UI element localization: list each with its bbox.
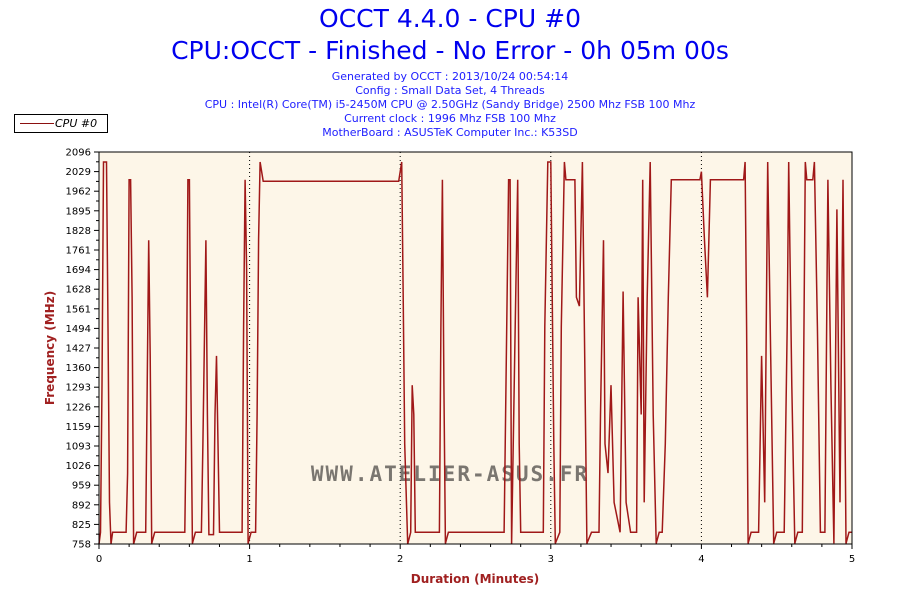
info-clock: Current clock : 1996 Mhz FSB 100 Mhz <box>344 112 556 125</box>
info-generated: Generated by OCCT : 2013/10/24 00:54:14 <box>331 70 569 83</box>
x-tick-label: 0 <box>96 554 102 565</box>
y-tick-label: 1026 <box>66 461 91 472</box>
legend-line-swatch <box>20 123 54 124</box>
y-tick-label: 1694 <box>66 265 91 276</box>
y-tick-label: 1427 <box>66 344 91 355</box>
x-tick-label: 5 <box>849 554 855 565</box>
y-tick-label: 1761 <box>66 246 91 257</box>
watermark: WWW.ATELIER-ASUS.FR <box>311 462 589 486</box>
y-tick-label: 1360 <box>66 363 91 374</box>
x-tick-label: 2 <box>397 554 403 565</box>
y-tick-label: 1628 <box>66 285 91 296</box>
y-tick-label: 1494 <box>66 324 91 335</box>
x-tick-label: 4 <box>698 554 704 565</box>
y-axis-label: Frequency (MHz) <box>43 291 57 405</box>
plot-area <box>99 152 852 544</box>
y-tick-label: 959 <box>72 481 91 492</box>
info-cpu: CPU : Intel(R) Core(TM) i5-2450M CPU @ 2… <box>204 98 696 111</box>
y-tick-label: 1159 <box>66 422 91 433</box>
legend: CPU #0 <box>14 114 108 133</box>
y-tick-label: 758 <box>72 540 91 551</box>
y-tick-label: 1293 <box>66 383 91 394</box>
y-tick-label: 2096 <box>66 148 91 159</box>
y-tick-label: 1828 <box>66 226 91 237</box>
y-tick-label: 1561 <box>66 304 91 315</box>
info-config: Config : Small Data Set, 4 Threads <box>355 84 545 97</box>
chart-subtitle: CPU:OCCT - Finished - No Error - 0h 05m … <box>171 36 729 65</box>
y-tick-label: 1962 <box>66 187 91 198</box>
chart-title: OCCT 4.4.0 - CPU #0 <box>319 4 581 33</box>
y-tick-label: 1895 <box>66 206 91 217</box>
x-tick-label: 3 <box>548 554 554 565</box>
y-tick-label: 892 <box>72 500 91 511</box>
info-motherboard: MotherBoard : ASUSTeK Computer Inc.: K53… <box>322 126 578 139</box>
y-tick-label: 825 <box>72 520 91 531</box>
y-tick-label: 2029 <box>66 167 91 178</box>
y-tick-label: 1093 <box>66 442 91 453</box>
x-axis-label: Duration (Minutes) <box>411 572 539 586</box>
y-tick-label: 1226 <box>66 402 91 413</box>
series-cpu0-line <box>98 161 852 545</box>
legend-label: CPU #0 <box>55 117 98 130</box>
x-tick-label: 1 <box>246 554 252 565</box>
